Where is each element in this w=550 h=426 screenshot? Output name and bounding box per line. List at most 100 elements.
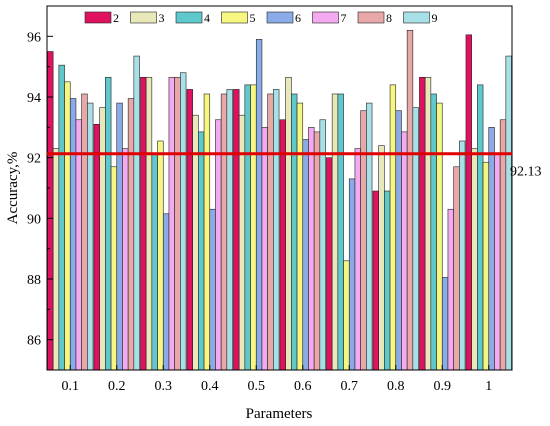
bar-series-2-cat-0.9 xyxy=(419,76,426,371)
x-tick-label: 0.9 xyxy=(434,379,452,394)
bar-series-3-cat-0.9 xyxy=(424,76,432,371)
y-tick-label: 86 xyxy=(27,334,41,349)
x-tick-label: 1 xyxy=(485,379,492,394)
legend-swatch-4 xyxy=(175,11,203,24)
y-axis: 86 88 90 92 94 96 xyxy=(27,5,53,371)
bar-series-8-cat-0.6 xyxy=(313,131,321,371)
bar-series-5-cat-0.8 xyxy=(389,84,397,371)
bar-series-5-cat-1 xyxy=(482,161,490,371)
bar-series-9-cat-0.2 xyxy=(133,55,140,371)
bar-series-9-cat-0.8 xyxy=(412,107,419,371)
y-tick-label: 90 xyxy=(27,212,41,227)
bar-series-5-cat-0.1 xyxy=(64,81,71,371)
bar-series-5-cat-0.2 xyxy=(110,166,118,371)
legend-swatch-3 xyxy=(130,11,157,24)
bar-series-9-cat-0.7 xyxy=(366,102,373,371)
y-axis-title: Accuracy,% xyxy=(5,152,21,225)
bar-series-2-cat-0.4 xyxy=(186,89,193,371)
bars-group xyxy=(47,29,512,371)
x-tick-label: 0.2 xyxy=(108,379,126,394)
bar-series-5-cat-0.5 xyxy=(250,84,257,371)
bar-series-7-cat-0.3 xyxy=(168,76,175,371)
bar-series-8-cat-0.9 xyxy=(453,166,460,371)
bar-series-2-cat-0.3 xyxy=(140,76,147,371)
y-tick-label: 94 xyxy=(27,91,41,106)
legend-label-3: 3 xyxy=(159,11,165,25)
bar-series-8-cat-0.5 xyxy=(267,93,274,371)
legend-swatch-8 xyxy=(357,11,385,24)
legend-swatch-6 xyxy=(266,11,294,24)
bar-series-4-cat-0.2 xyxy=(105,76,112,371)
bar-series-3-cat-0.7 xyxy=(331,93,339,371)
bar-series-2-cat-0.6 xyxy=(279,119,286,371)
bar-series-6-cat-0.7 xyxy=(348,178,356,371)
bar-series-7-cat-0.5 xyxy=(261,127,268,371)
x-tick-label: 0.8 xyxy=(387,379,405,394)
bar-series-8-cat-0.2 xyxy=(127,98,135,371)
x-axis-title: Parameters xyxy=(246,406,313,422)
legend-label-8: 8 xyxy=(386,11,392,25)
bar-series-9-cat-0.5 xyxy=(273,89,280,371)
bar-series-4-cat-0.6 xyxy=(291,93,298,371)
bar-series-6-cat-0.3 xyxy=(162,213,170,371)
bar-series-2-cat-0.1 xyxy=(47,51,54,371)
legend-swatch-9 xyxy=(403,11,430,24)
legend-label-7: 7 xyxy=(341,11,347,25)
bar-series-8-cat-0.4 xyxy=(220,93,228,371)
bar-series-7-cat-1 xyxy=(494,154,501,371)
bar-series-9-cat-1 xyxy=(505,55,512,371)
bar-series-6-cat-0.5 xyxy=(255,39,263,371)
bar-series-6-cat-0.2 xyxy=(116,102,123,371)
bar-series-5-cat-0.6 xyxy=(296,102,304,371)
bar-series-8-cat-1 xyxy=(499,119,507,371)
legend-label-6: 6 xyxy=(295,11,301,25)
legend-label-9: 9 xyxy=(432,11,438,25)
bar-series-2-cat-0.8 xyxy=(372,190,379,371)
x-tick-label: 0.5 xyxy=(248,379,266,394)
bar-series-2-cat-0.7 xyxy=(326,157,333,371)
bar-series-4-cat-0.1 xyxy=(58,64,65,371)
bar-series-7-cat-0.8 xyxy=(401,131,408,371)
bar-series-6-cat-0.1 xyxy=(69,98,77,371)
bar-series-9-cat-0.4 xyxy=(226,89,233,371)
legend: 2 3 4 5 6 7 8 9 xyxy=(84,11,438,25)
legend-swatch-7 xyxy=(312,11,339,24)
x-tick-label: 0.6 xyxy=(294,379,312,394)
bar-series-3-cat-0.2 xyxy=(99,107,106,371)
bar-series-4-cat-0.5 xyxy=(244,84,251,371)
bar-series-4-cat-0.8 xyxy=(384,190,391,371)
bar-series-7-cat-0.7 xyxy=(354,148,361,371)
bar-series-4-cat-0.3 xyxy=(151,154,158,371)
legend-label-4: 4 xyxy=(204,11,210,25)
bar-series-9-cat-0.6 xyxy=(319,119,326,371)
bar-series-2-cat-0.2 xyxy=(93,124,100,371)
bar-series-7-cat-0.4 xyxy=(215,119,222,371)
bar-series-3-cat-1 xyxy=(471,148,478,371)
bar-series-3-cat-0.1 xyxy=(52,148,60,371)
bar-series-7-cat-0.2 xyxy=(122,148,129,371)
bar-series-4-cat-0.7 xyxy=(337,93,344,371)
legend-label-2: 2 xyxy=(113,11,119,25)
bar-series-3-cat-0.8 xyxy=(378,145,385,371)
bar-series-5-cat-0.9 xyxy=(436,102,443,371)
bar-series-7-cat-0.9 xyxy=(447,208,454,371)
y-tick-label: 88 xyxy=(27,273,41,288)
bar-series-9-cat-0.1 xyxy=(87,102,94,371)
bar-series-3-cat-0.3 xyxy=(145,76,153,371)
y-tick-label: 92 xyxy=(27,152,41,167)
bar-series-6-cat-0.4 xyxy=(209,208,216,371)
bar-series-8-cat-0.8 xyxy=(406,29,414,371)
legend-swatch-5 xyxy=(221,11,248,24)
bar-series-5-cat-0.7 xyxy=(343,260,350,371)
bar-series-5-cat-0.4 xyxy=(203,93,211,371)
x-tick-label: 0.4 xyxy=(201,379,219,394)
bar-series-7-cat-0.1 xyxy=(75,119,82,371)
bar-series-5-cat-0.3 xyxy=(157,140,164,371)
bar-series-9-cat-0.9 xyxy=(459,140,466,371)
bar-series-4-cat-0.4 xyxy=(198,131,205,371)
bar-series-6-cat-1 xyxy=(488,127,495,371)
bar-series-8-cat-0.1 xyxy=(81,93,88,371)
x-tick-label: 0.3 xyxy=(155,379,173,394)
bar-series-6-cat-0.6 xyxy=(302,139,309,371)
